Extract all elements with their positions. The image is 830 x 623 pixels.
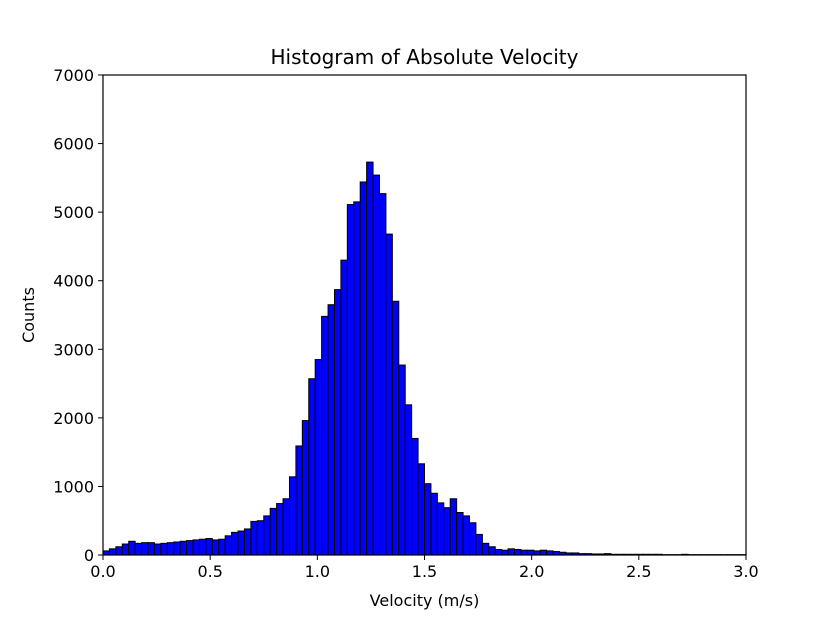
histogram-bar (385, 233, 393, 556)
y-axis-label: Counts (19, 287, 38, 343)
histogram-bar (211, 539, 220, 556)
histogram-bar (231, 531, 239, 556)
histogram-bar (333, 289, 342, 556)
histogram-bar (205, 538, 213, 556)
histogram-bar (115, 546, 123, 556)
histogram-bar (404, 404, 413, 556)
histogram-bar (282, 498, 290, 556)
y-tick-label: 6000 (53, 135, 94, 154)
y-tick-label: 3000 (53, 340, 94, 359)
histogram-bar (488, 546, 496, 556)
histogram-bar (141, 542, 149, 556)
y-tick-label: 2000 (53, 409, 94, 428)
histogram-bar (533, 550, 541, 556)
ticks-layer: 0.0 0.5 1.0 1.5 2.0 2.5 3.0 0 1000 2000 3000 4000 50… (53, 66, 758, 581)
histogram-bar (108, 548, 117, 556)
histogram-bar (173, 541, 181, 556)
x-axis-label: Velocity (m/s) (370, 591, 480, 610)
x-tick-label: 2.0 (519, 562, 544, 581)
histogram-bar (372, 174, 380, 556)
histogram-bar (243, 528, 252, 556)
histogram-bar (436, 502, 445, 556)
histogram-bar (469, 522, 477, 556)
x-tick-label: 3.0 (733, 562, 758, 581)
histogram-bar (501, 549, 509, 556)
histogram-bar (263, 515, 271, 556)
histogram-bar (327, 304, 335, 556)
histogram-bar (424, 483, 432, 556)
histogram-bar (198, 538, 207, 556)
histogram-bar (250, 520, 258, 556)
histogram-bar (359, 181, 368, 556)
y-tick-label: 5000 (53, 203, 94, 222)
histogram-bar (526, 549, 535, 556)
histogram-bar (514, 549, 522, 556)
histogram-bar (353, 201, 361, 556)
histogram-bar (301, 420, 310, 556)
histogram-bar (366, 161, 374, 556)
histogram-bar (391, 300, 400, 556)
histogram-bar (224, 535, 233, 556)
x-tick-label: 1.5 (412, 562, 437, 581)
histogram-bar (121, 543, 130, 556)
chart-title: Histogram of Absolute Velocity (271, 45, 579, 69)
x-tick-label: 2.5 (626, 562, 651, 581)
histogram-bar (166, 542, 175, 556)
histogram-bar (102, 550, 110, 556)
histogram-bar (295, 445, 303, 556)
histogram-bar (520, 549, 528, 556)
x-tick-label: 0.0 (90, 562, 115, 581)
histogram-bar (288, 476, 297, 556)
y-tick-label: 4000 (53, 272, 94, 291)
histogram-bar (276, 503, 284, 556)
x-tick-label: 0.5 (197, 562, 222, 581)
histogram-bar (237, 530, 245, 556)
histogram-bar (494, 549, 503, 556)
histogram-bar (417, 463, 426, 556)
histogram-bar (398, 364, 406, 556)
histogram-bar (269, 507, 278, 556)
histogram-bar (128, 540, 136, 556)
histogram-bar (346, 204, 355, 556)
x-tick-label: 1.0 (305, 562, 330, 581)
histogram-bar (507, 548, 516, 556)
histogram-bar (192, 539, 200, 556)
histogram-bar (411, 437, 419, 556)
y-tick-label: 0 (84, 546, 94, 565)
y-tick-label: 7000 (53, 66, 94, 85)
histogram-bar (546, 550, 554, 556)
histogram-bar (481, 542, 490, 556)
histogram-bar (160, 542, 168, 556)
histogram-bar (378, 193, 387, 556)
histogram-bar (449, 498, 458, 556)
histogram-bar (147, 542, 155, 556)
histogram-bar (539, 549, 548, 556)
histogram-bar (462, 515, 471, 556)
plot-frame (102, 74, 747, 556)
y-tick-label: 1000 (53, 477, 94, 496)
histogram-bar (186, 540, 194, 556)
histogram-bar (443, 507, 451, 556)
histogram-bar (218, 538, 226, 556)
histogram-bar (430, 492, 438, 556)
histogram-bar (308, 378, 316, 556)
histogram-bar (153, 543, 162, 556)
histogram-bar (475, 533, 483, 556)
histogram-bar (314, 359, 323, 556)
histogram-bar (134, 542, 143, 556)
histogram-bar (321, 315, 329, 556)
histogram-bar (256, 520, 265, 556)
histogram-bar (340, 259, 348, 556)
histogram-bar (456, 511, 464, 556)
histogram-bar (179, 540, 188, 556)
